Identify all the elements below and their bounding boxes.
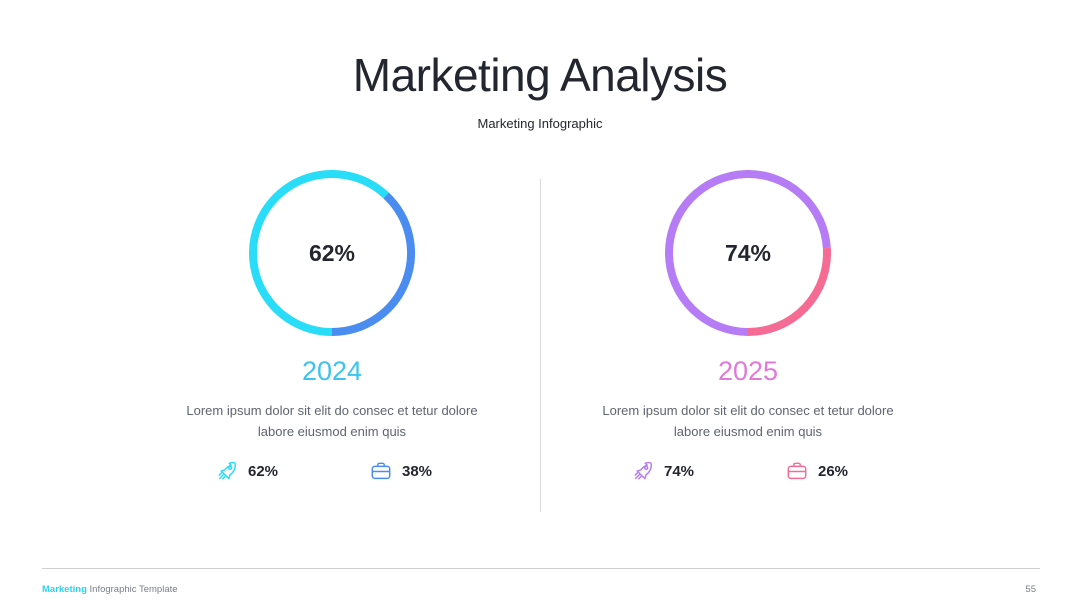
donut-svg-2025 [665, 170, 831, 336]
panel-description: Lorem ipsum dolor sit elit do consec et … [602, 403, 894, 439]
center-divider [540, 179, 541, 512]
stat-value: 26% [818, 462, 849, 480]
stat-value: 38% [402, 462, 433, 480]
donut-chart-2024: 62% [239, 160, 425, 346]
footer-brand: Marketing [42, 584, 87, 595]
stat-rocket: 62% [216, 460, 278, 482]
briefcase-icon [371, 462, 391, 480]
stat-value: 62% [248, 462, 279, 480]
footer-text: Infographic Template [89, 584, 178, 595]
donut-slice-0 [665, 170, 831, 336]
page-title: Marketing Analysis [352, 49, 728, 101]
donut-center-label: 62% [308, 239, 356, 266]
stat-briefcase: 26% [786, 460, 848, 482]
footer-divider [42, 568, 1040, 569]
stat-value: 74% [664, 462, 695, 480]
donut-slice-0 [249, 170, 389, 336]
rocket-icon [634, 461, 653, 480]
stat-rocket: 74% [632, 460, 694, 482]
donut-chart-2025: 74% [655, 160, 841, 346]
donut-slice-1 [331, 192, 415, 336]
briefcase-icon [787, 462, 807, 480]
stat-briefcase: 38% [370, 460, 432, 482]
page-number: 55 [1025, 584, 1036, 595]
panel-description: Lorem ipsum dolor sit elit do consec et … [186, 403, 478, 439]
panel-2024: 62% 2024 Lorem ipsum dolor sit elit do c… [122, 160, 542, 500]
year-label: 2025 [717, 356, 779, 386]
panel-2025: 74% 2025 Lorem ipsum dolor sit elit do c… [538, 160, 958, 500]
footer-caption: Marketing Infographic Template [42, 584, 178, 595]
donut-svg-2024 [249, 170, 415, 336]
rocket-icon [218, 461, 237, 480]
donut-center-label: 74% [724, 239, 772, 266]
year-label: 2024 [301, 356, 363, 386]
page-subtitle: Marketing Infographic [477, 116, 603, 131]
donut-slice-1 [747, 247, 831, 336]
